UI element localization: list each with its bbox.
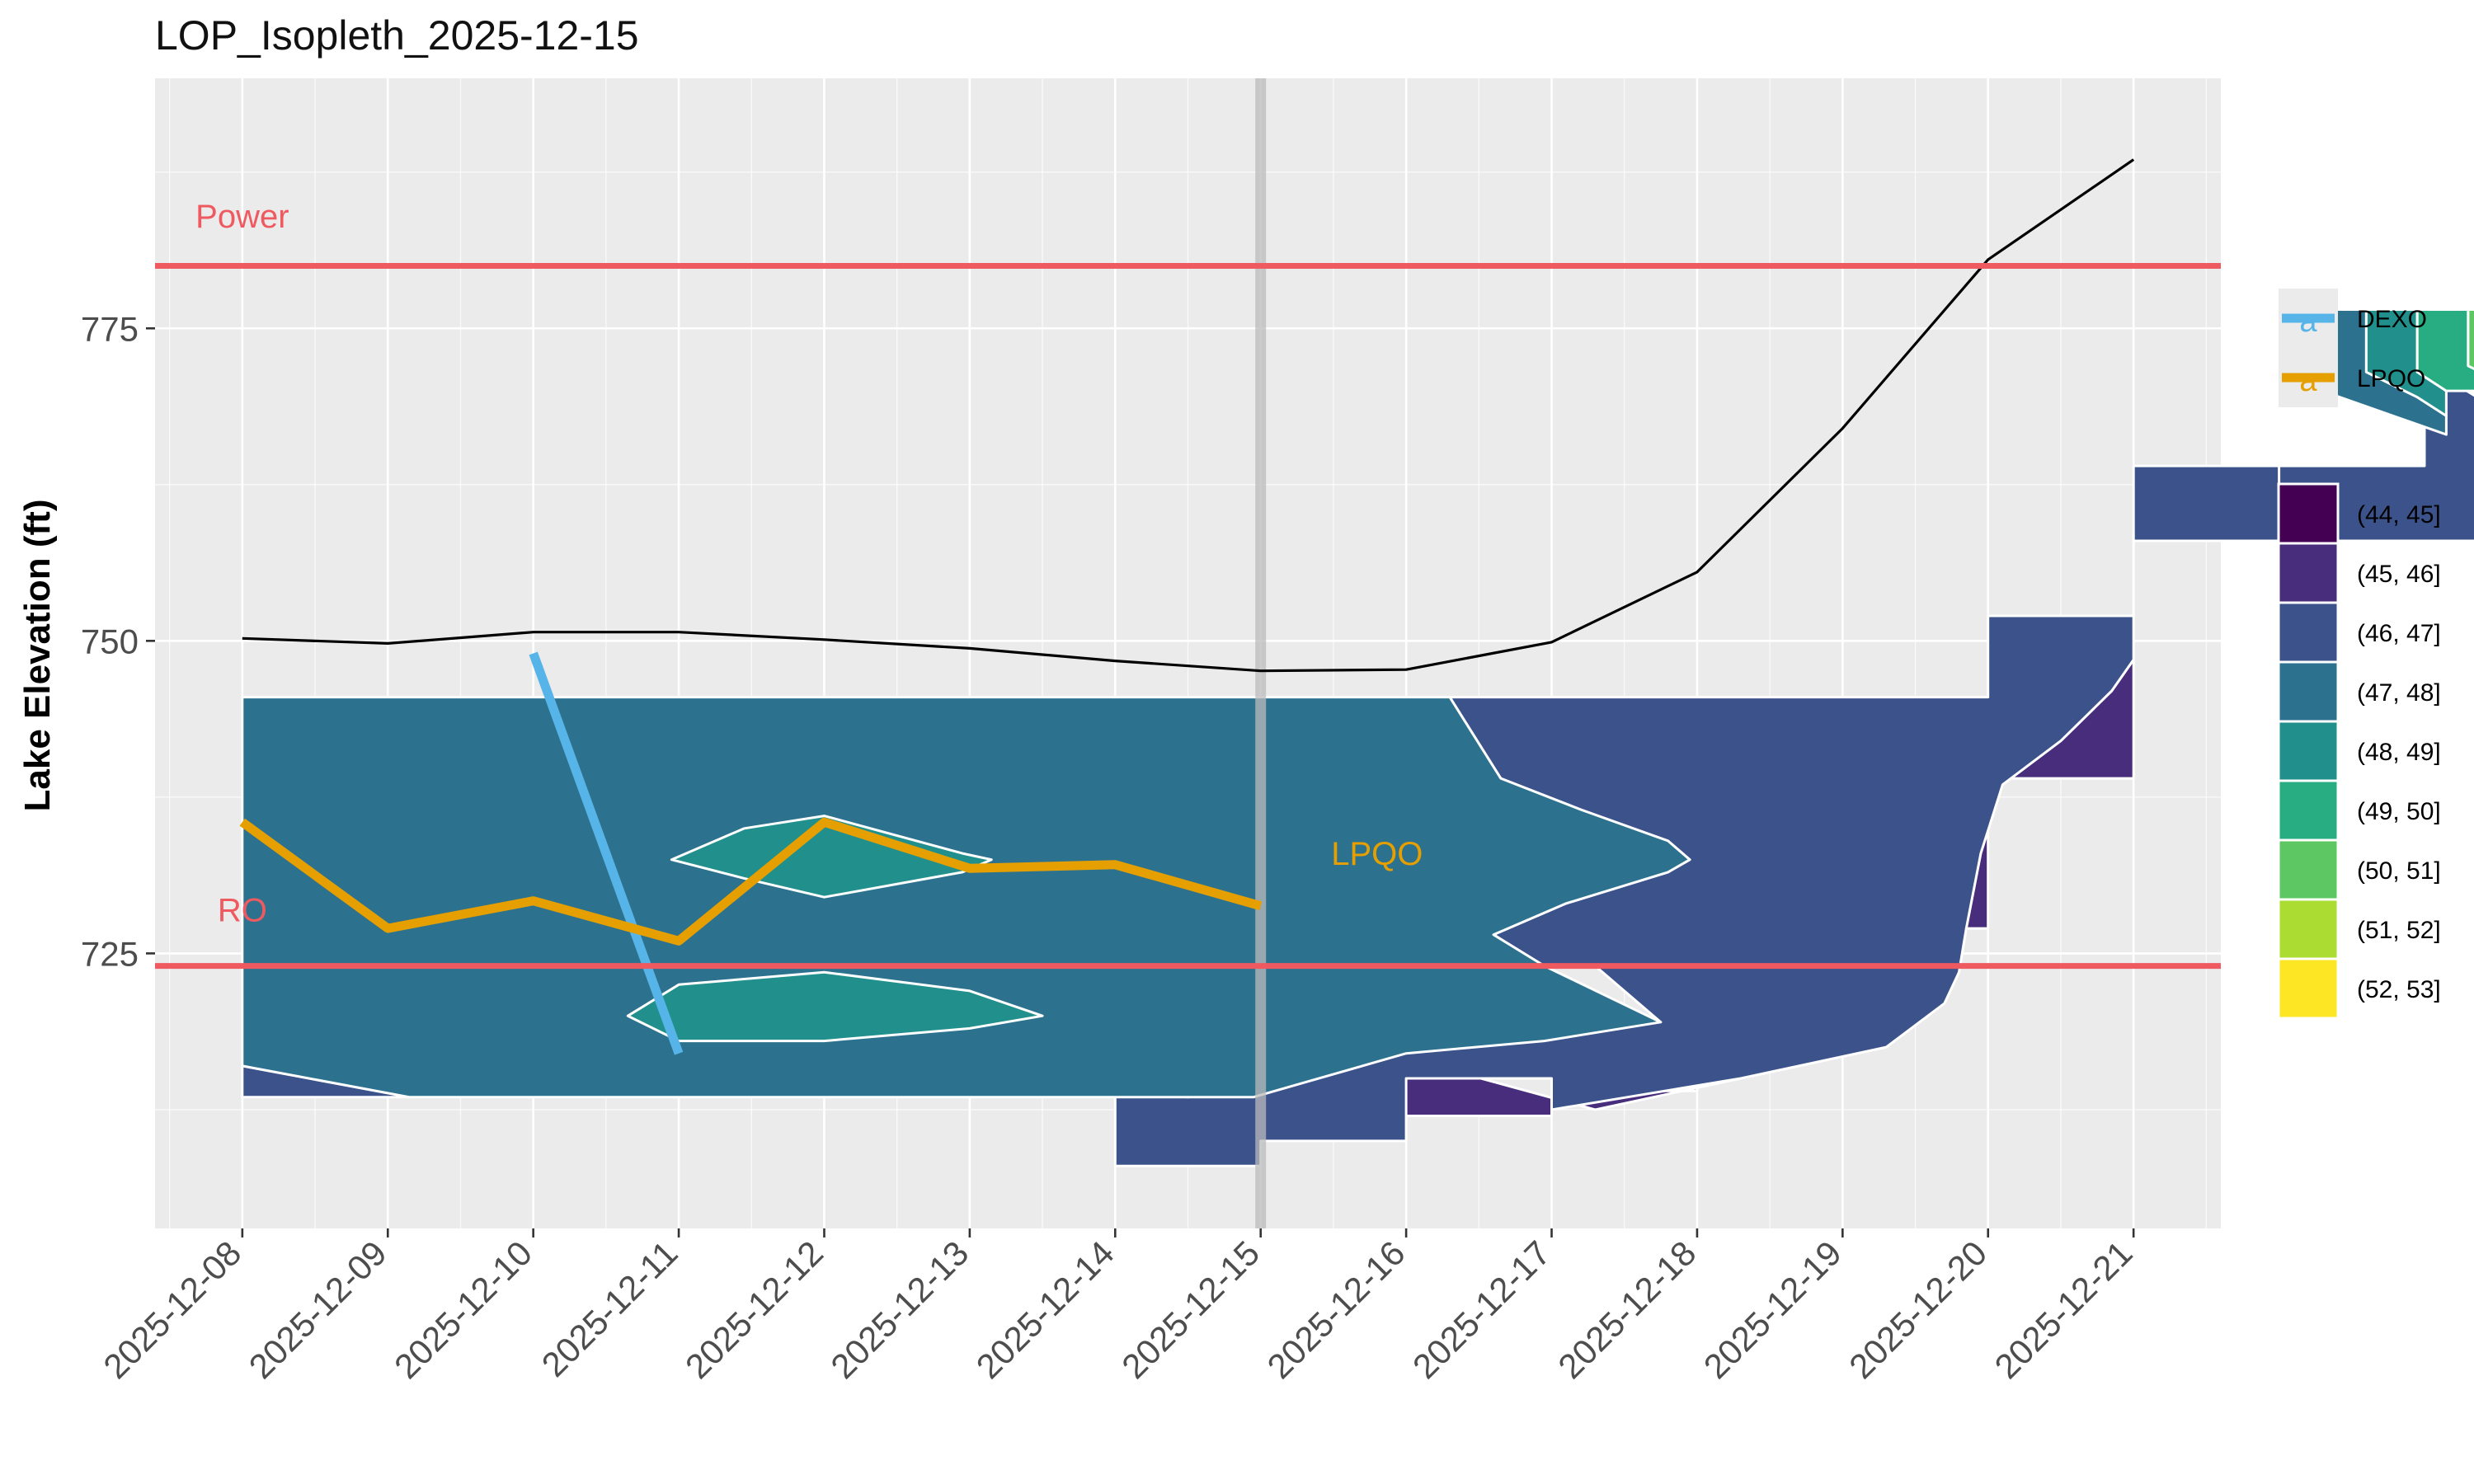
legend-swatch bbox=[2277, 838, 2340, 901]
annotations: Power RO LPQO bbox=[195, 199, 1423, 929]
annotation-ro: RO bbox=[218, 892, 267, 928]
annotation-power: Power bbox=[195, 199, 289, 235]
annotation-lpqo: LPQO bbox=[1331, 836, 1423, 872]
y-tick-label: 775 bbox=[81, 309, 139, 348]
y-axis-title: Lake Elevation (ft) bbox=[17, 500, 58, 812]
contour-band bbox=[2467, 308, 2474, 370]
contour-bands bbox=[241, 308, 2474, 1167]
x-tick-label: 2025-12-18 bbox=[1550, 1233, 1703, 1386]
legend-swatch bbox=[2277, 601, 2340, 664]
legend-fill-label: (45, 46] bbox=[2357, 561, 2441, 588]
x-tick-label: 2025-12-09 bbox=[242, 1233, 394, 1386]
legend-label-lpqo: LPQO bbox=[2357, 365, 2425, 392]
x-tick-label: 2025-12-11 bbox=[534, 1233, 685, 1384]
x-tick-label: 2025-12-16 bbox=[1259, 1233, 1412, 1386]
y-tick-label: 750 bbox=[81, 622, 139, 660]
x-tick-label: 2025-12-15 bbox=[1114, 1233, 1267, 1386]
legend-fill-label: (50, 51] bbox=[2357, 857, 2441, 885]
legend-fill-label: (49, 50] bbox=[2357, 798, 2441, 825]
legend-fill-label: (51, 52] bbox=[2357, 917, 2441, 944]
legend-label-dexo: DEXO bbox=[2357, 306, 2427, 333]
legend-key-glyph: a bbox=[2299, 304, 2317, 339]
legend-fill-label: (46, 47] bbox=[2357, 620, 2441, 647]
legend-swatch bbox=[2277, 542, 2340, 604]
x-tick-label: 2025-12-10 bbox=[387, 1233, 539, 1386]
contour-band bbox=[241, 696, 1691, 1099]
legend-fill-label: (47, 48] bbox=[2357, 679, 2441, 707]
chart-title: LOP_Isopleth_2025-12-15 bbox=[155, 12, 639, 59]
y-axis: 725 750 775 bbox=[81, 309, 155, 973]
series-dexo bbox=[529, 651, 684, 1055]
fill-legend: (44, 45] (45, 46] (46, 47] (47, 48] (48, 49]… bbox=[2277, 482, 2441, 1020]
legend-fill-label: (52, 53] bbox=[2357, 976, 2441, 1003]
legend-swatch bbox=[2277, 482, 2340, 545]
series-lines bbox=[239, 651, 1263, 1055]
x-tick-label: 2025-12-21 bbox=[1987, 1233, 2140, 1386]
surface-elevation-path bbox=[242, 158, 2135, 673]
x-tick-label: 2025-12-17 bbox=[1405, 1233, 1558, 1386]
legend-fill-label: (48, 49] bbox=[2357, 739, 2441, 766]
x-tick-label: 2025-12-13 bbox=[823, 1233, 976, 1386]
x-tick-label: 2025-12-19 bbox=[1696, 1233, 1849, 1386]
legend-swatch bbox=[2277, 720, 2340, 782]
x-tick-label: 2025-12-12 bbox=[678, 1233, 830, 1386]
x-tick-label: 2025-12-20 bbox=[1841, 1233, 1994, 1386]
threshold-lines bbox=[155, 262, 2221, 970]
surface-elevation-line bbox=[242, 158, 2135, 673]
contour-band bbox=[626, 970, 1044, 1043]
series-lpqo bbox=[239, 817, 1263, 946]
legend-swatch bbox=[2277, 779, 2340, 842]
x-tick-label: 2025-12-14 bbox=[969, 1233, 1122, 1386]
x-tick-label: 2025-12-08 bbox=[96, 1233, 248, 1386]
legend-swatch bbox=[2277, 660, 2340, 723]
line-legend: a DEXO a LPQO bbox=[2279, 289, 2427, 407]
legend-fill-label: (44, 45] bbox=[2357, 501, 2441, 528]
legend-swatch bbox=[2277, 957, 2340, 1020]
x-axis: 2025-12-082025-12-092025-12-102025-12-11… bbox=[96, 1228, 2140, 1386]
y-tick-label: 725 bbox=[81, 934, 139, 973]
legend-key-glyph: a bbox=[2299, 364, 2317, 398]
legend-swatch bbox=[2277, 898, 2340, 960]
